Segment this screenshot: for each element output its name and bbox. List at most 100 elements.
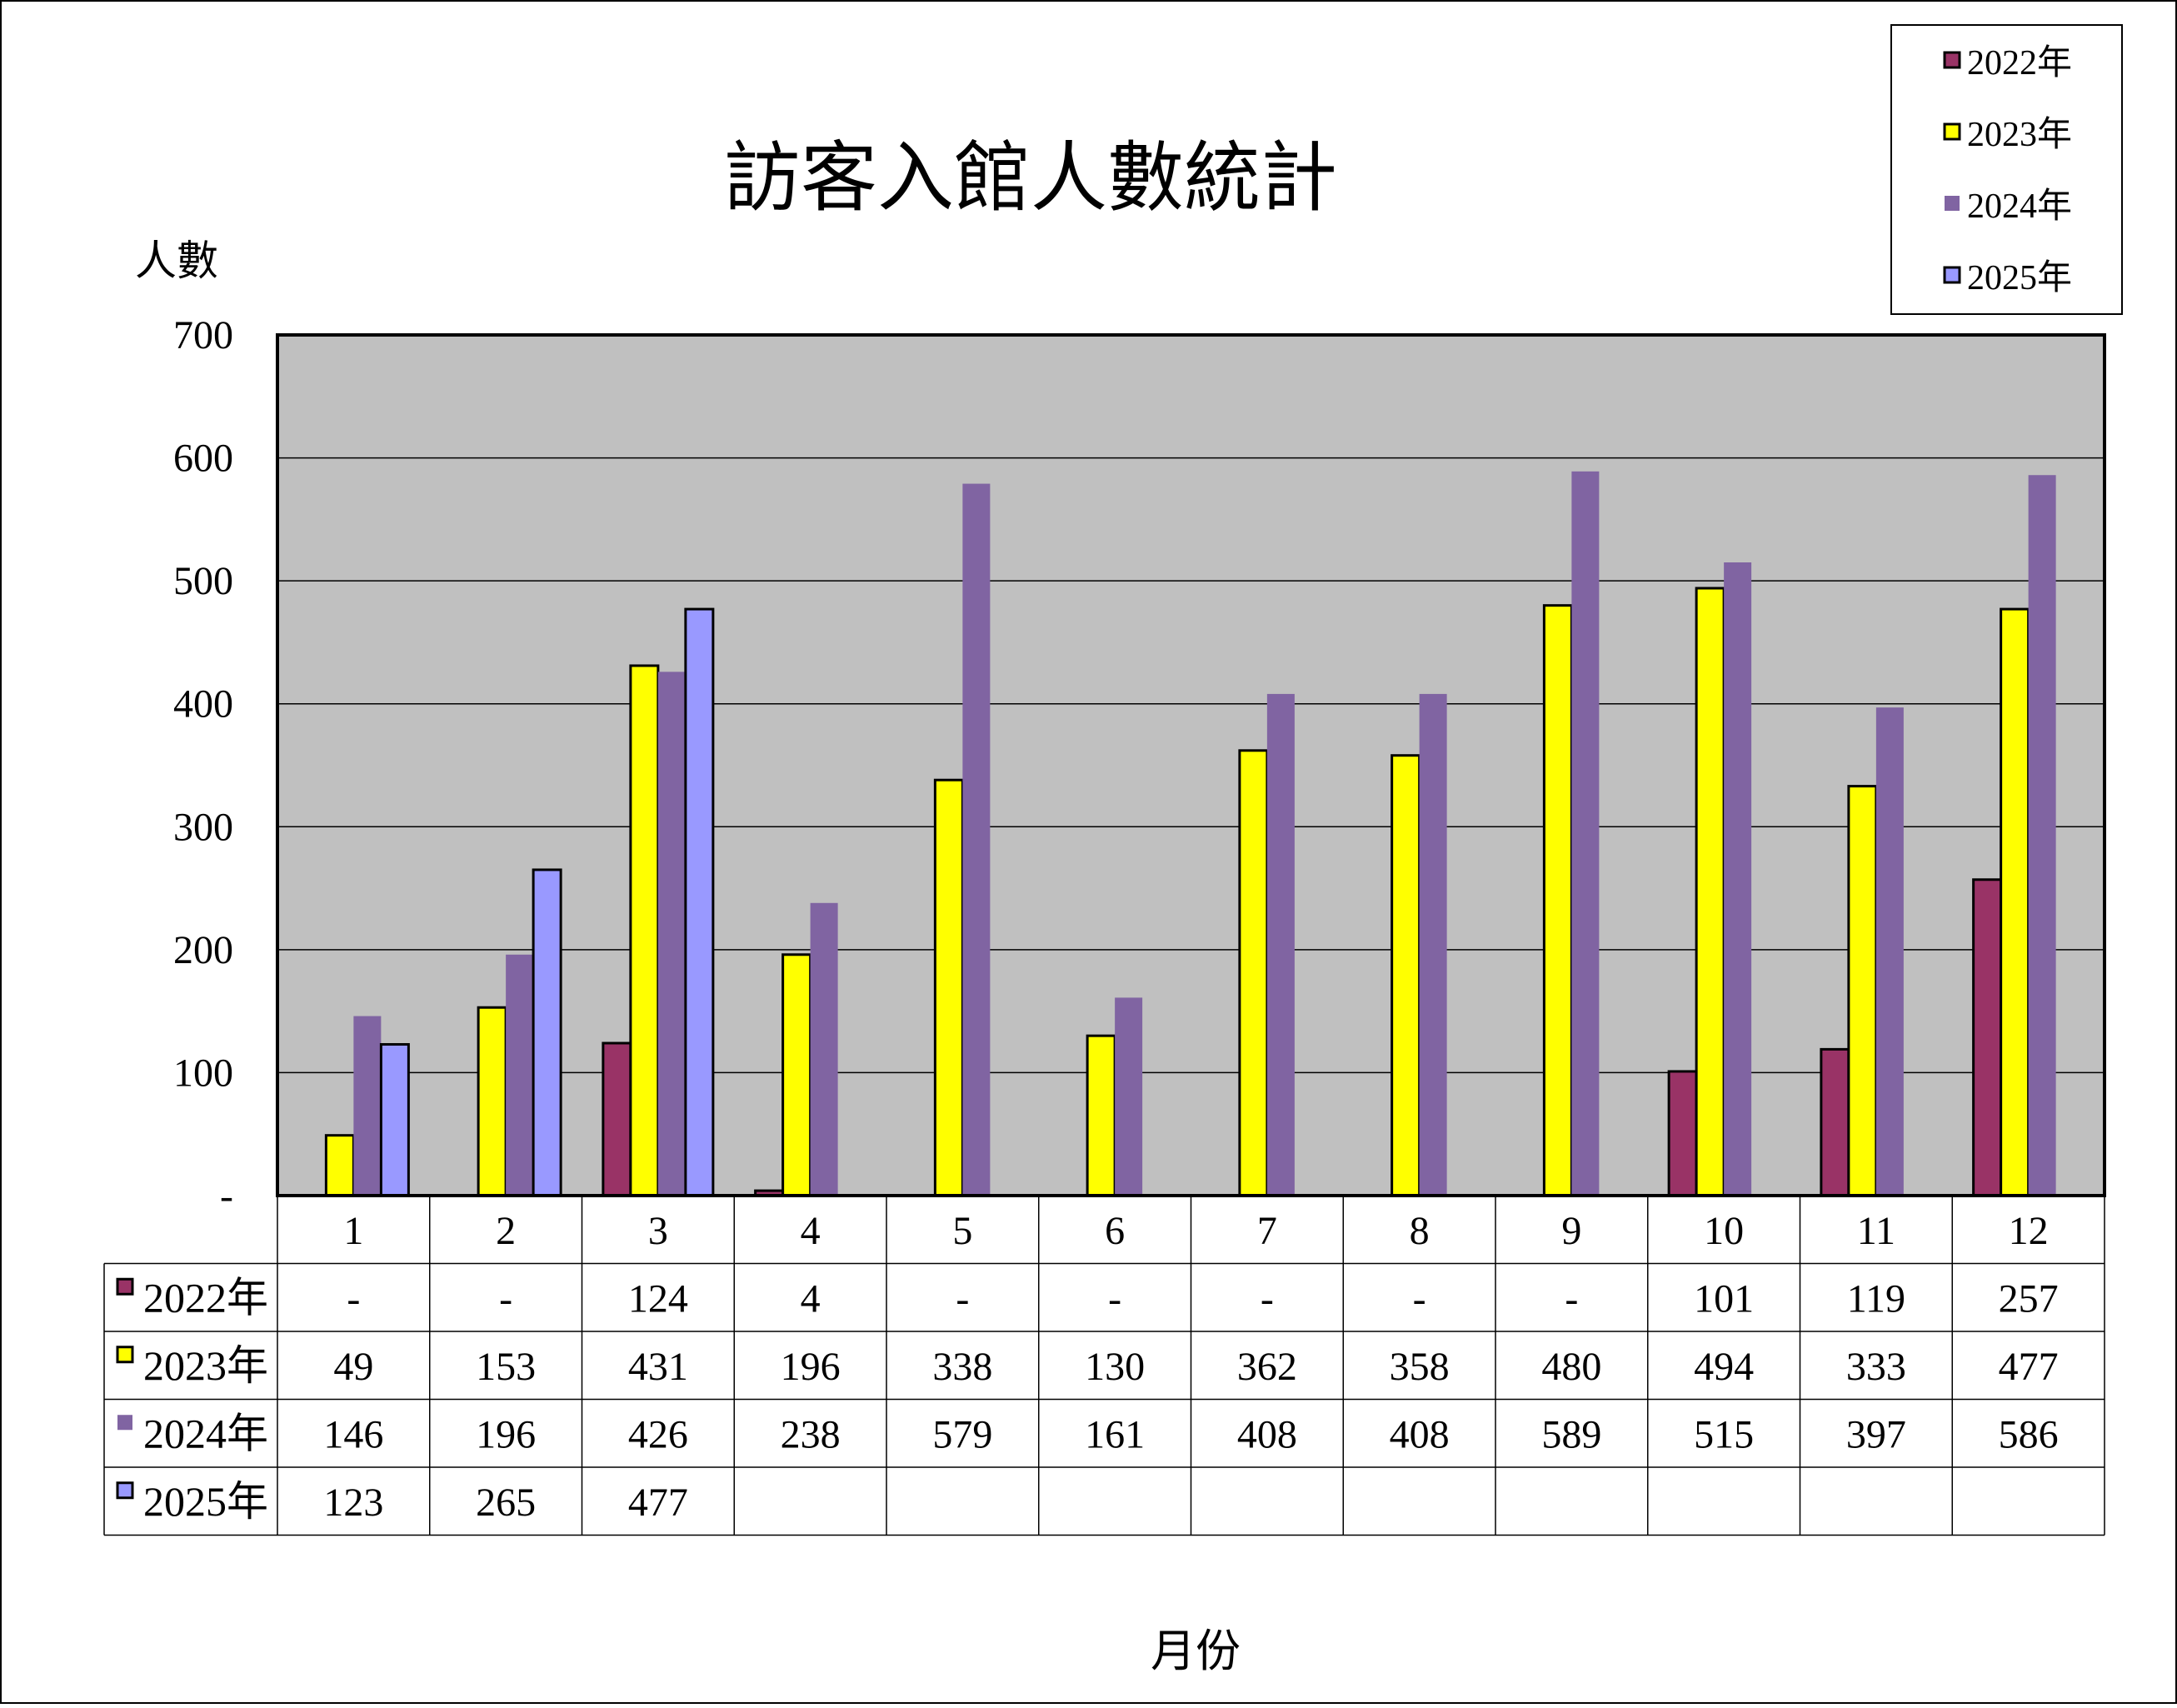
bar-2025年-3 (684, 607, 715, 1197)
table-cell: - (1261, 1276, 1274, 1321)
table-cell: 408 (1237, 1412, 1297, 1456)
table-series-label: 2025年 (143, 1478, 268, 1525)
bar-2023年-8 (1391, 754, 1421, 1197)
table-legend-key (116, 1346, 134, 1364)
x-tick-label: 8 (1410, 1209, 1430, 1253)
table-series-label: 2022年 (143, 1274, 268, 1321)
x-tick-label: 4 (801, 1209, 821, 1253)
legend-label: 2023年 (1967, 115, 2072, 154)
table-cell: 579 (932, 1412, 992, 1456)
bar-2024年-8 (1419, 693, 1447, 1196)
table-cell: 477 (628, 1481, 688, 1525)
plot-area (277, 335, 2105, 1196)
legend-key (1945, 196, 1960, 211)
bar-2022年-12 (1972, 878, 2003, 1197)
table-cell: - (1108, 1276, 1121, 1321)
y-tick-label: 200 (173, 928, 233, 972)
y-tick-label: 600 (173, 437, 233, 481)
table-cell: 101 (1694, 1276, 1754, 1321)
bar-2024年-1 (353, 1016, 382, 1196)
bar-2023年-6 (1086, 1034, 1116, 1197)
table-cell: 477 (1999, 1345, 2059, 1389)
bar-2022年-11 (1820, 1047, 1850, 1197)
bar-2023年-2 (477, 1006, 507, 1197)
legend-label: 2025年 (1967, 258, 2072, 297)
bar-marks (324, 471, 2056, 1197)
x-tick-label: 9 (1561, 1209, 1581, 1253)
table-cell: 49 (333, 1345, 373, 1389)
x-tick-label: 11 (1857, 1209, 1895, 1253)
y-tick-label: 500 (173, 559, 233, 603)
bar-2023年-5 (933, 778, 964, 1197)
table-cell: 265 (476, 1481, 536, 1525)
table-cell: 338 (932, 1345, 992, 1389)
y-tick-label: 700 (173, 313, 233, 357)
x-tick-label: 3 (648, 1209, 668, 1253)
table-cell: 358 (1390, 1345, 1450, 1389)
x-tick-label: 1 (343, 1209, 363, 1253)
bar-2023年-11 (1847, 785, 1878, 1197)
bar-2024年-10 (1724, 562, 1752, 1196)
table-cell: 397 (1846, 1412, 1906, 1456)
table-legend-key (116, 1277, 134, 1296)
bar-2024年-11 (1875, 707, 1904, 1196)
y-tick-label: 100 (173, 1051, 233, 1095)
table-cell: 146 (323, 1412, 383, 1456)
bar-2024年-2 (506, 954, 534, 1196)
table-cell: 153 (476, 1345, 536, 1389)
table-cell: 130 (1085, 1345, 1145, 1389)
table-cell: 426 (628, 1412, 688, 1456)
table-cell: 196 (476, 1412, 536, 1456)
bar-2023年-10 (1695, 587, 1725, 1197)
table-series-label: 2024年 (143, 1410, 268, 1456)
table-cell: 333 (1846, 1345, 1906, 1389)
table-cell: 161 (1085, 1412, 1145, 1456)
bar-2022年-10 (1667, 1070, 1698, 1197)
y-tick-label: 400 (173, 682, 233, 727)
table-cell: - (499, 1276, 512, 1321)
bar-2023年-4 (781, 953, 812, 1197)
x-tick-label: 2 (496, 1209, 516, 1253)
bar-2023年-1 (324, 1134, 355, 1197)
bar-2024年-3 (657, 672, 686, 1196)
table-cell: 362 (1237, 1345, 1297, 1389)
x-tick-label: 10 (1704, 1209, 1744, 1253)
table-cell: - (347, 1276, 360, 1321)
table-cell: - (1565, 1276, 1578, 1321)
bar-2024年-9 (1571, 471, 1600, 1196)
y-tick-label: - (220, 1174, 233, 1218)
legend: 2022年 2023年 2024年 2025年 (1890, 24, 2123, 315)
table-cell: - (956, 1276, 969, 1321)
table-cell: 124 (628, 1276, 688, 1321)
table-cell: 196 (781, 1345, 841, 1389)
chart-title: 訪客入館人數統計 (724, 136, 1337, 221)
table-cell: 515 (1694, 1412, 1754, 1456)
legend-label: 2022年 (1967, 43, 2072, 82)
table-cell: 408 (1390, 1412, 1450, 1456)
table-legend-key (117, 1415, 132, 1431)
bar-2024年-4 (810, 902, 838, 1196)
bar-2023年-9 (1542, 604, 1573, 1197)
legend-box (1890, 24, 2123, 315)
table-cell: 123 (323, 1481, 383, 1525)
legend-label: 2024年 (1967, 187, 2072, 226)
gridlines (277, 457, 2105, 1074)
table-series-label: 2023年 (143, 1342, 268, 1389)
table-cell: 431 (628, 1345, 688, 1389)
table-cell: 494 (1694, 1345, 1754, 1389)
table-cell: - (1413, 1276, 1426, 1321)
legend-key (1943, 51, 1961, 69)
legend-key (1943, 266, 1961, 284)
table-cell: 480 (1541, 1345, 1601, 1389)
bar-2024年-6 (1115, 997, 1143, 1196)
table-cell: 257 (1999, 1276, 2059, 1321)
y-axis-title: 人數 (135, 237, 218, 284)
bar-2025年-1 (379, 1042, 410, 1197)
bar-2024年-12 (2028, 475, 2056, 1196)
bar-2022年-3 (602, 1041, 632, 1197)
table-cell: 586 (1999, 1412, 2059, 1456)
bar-2025年-2 (532, 868, 562, 1197)
